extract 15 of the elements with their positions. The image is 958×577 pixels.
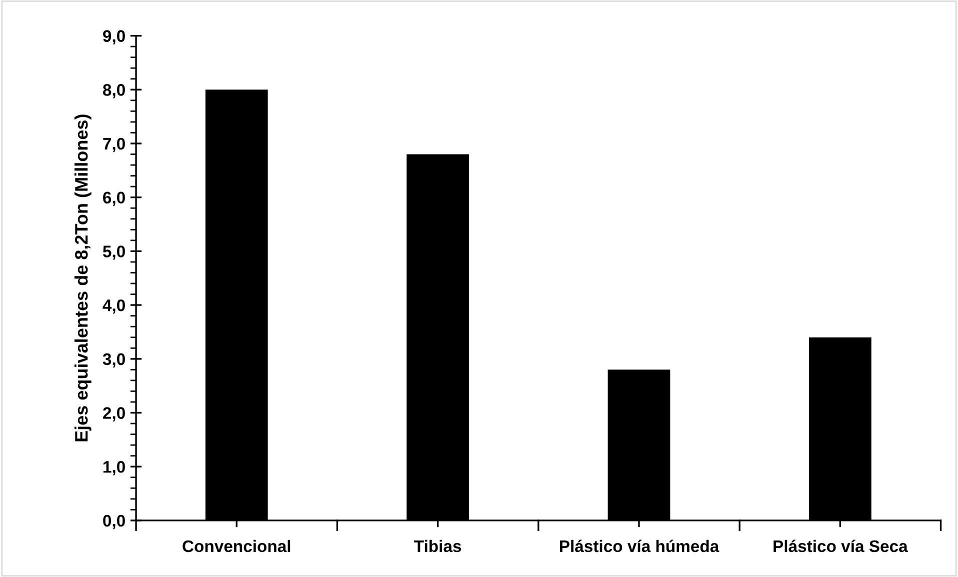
y-tick-label: 1,0 — [104, 461, 125, 476]
y-tick-label: 2,0 — [103, 407, 125, 422]
x-tick-label: Tibias — [414, 540, 462, 552]
x-tick-label: Plástico vía Seca — [774, 540, 908, 552]
y-tick-label: 8,0 — [102, 84, 125, 98]
y-tick-label: 7,0 — [103, 138, 125, 152]
y-tick-label: 4,0 — [102, 299, 125, 314]
y-tick-label: 9,0 — [103, 30, 125, 44]
y-axis-title: Ejes equivalentes de 8,2Ton (Millones) — [74, 114, 92, 442]
x-tick-label: Convencional — [182, 540, 290, 552]
x-tick-label: Plástico vía húmeda — [560, 540, 720, 552]
y-tick-label: 3,0 — [102, 353, 125, 368]
y-tick-label: 5,0 — [102, 246, 125, 260]
y-tick-label: 0,0 — [103, 514, 125, 530]
y-tick-label: 6,0 — [103, 192, 125, 206]
